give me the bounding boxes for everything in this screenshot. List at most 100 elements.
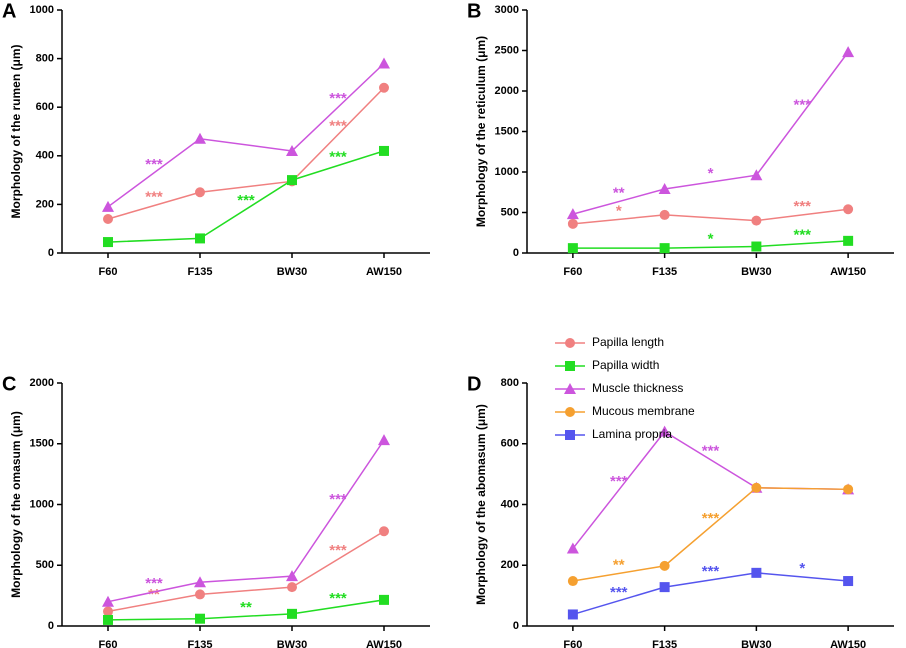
x-tick-label: AW150 xyxy=(830,266,866,278)
y-tick-label: 600 xyxy=(501,438,519,450)
mean-marker xyxy=(567,243,578,254)
mean-marker xyxy=(842,46,855,58)
significance: *** xyxy=(237,192,255,209)
y-tick-label: 3000 xyxy=(495,4,519,16)
x-tick-label: BW30 xyxy=(277,266,308,278)
y-tick-label: 1000 xyxy=(30,4,54,16)
legend-marker xyxy=(565,338,575,348)
mean-marker xyxy=(286,570,298,582)
legend-marker xyxy=(565,430,575,440)
mean-marker xyxy=(843,204,854,215)
mean-marker xyxy=(195,613,205,624)
y-tick-label: 1000 xyxy=(495,166,519,178)
mean-marker xyxy=(659,209,670,220)
significance: ** xyxy=(613,185,625,202)
panel-label: D xyxy=(467,373,481,395)
y-tick-label: 2500 xyxy=(495,44,519,56)
mean-line xyxy=(572,51,849,215)
significance: *** xyxy=(329,118,347,135)
mean-marker xyxy=(287,582,297,593)
mean-marker xyxy=(379,594,389,605)
mean-marker xyxy=(751,482,762,493)
y-axis-label: Morphology of the rumen (μm) xyxy=(9,45,23,219)
panel-label: C xyxy=(2,373,16,395)
x-tick-label: F135 xyxy=(652,266,677,278)
mean-marker xyxy=(751,215,762,226)
x-tick-label: F60 xyxy=(563,639,582,648)
legend-label: Muscle thickness xyxy=(592,381,683,395)
mean-marker xyxy=(567,609,578,620)
x-tick-label: F135 xyxy=(187,639,212,648)
mean-marker xyxy=(195,589,205,600)
y-tick-label: 400 xyxy=(36,150,54,162)
significance: ** xyxy=(240,599,252,616)
y-tick-label: 1500 xyxy=(495,125,519,137)
y-tick-label: 0 xyxy=(513,247,519,259)
mean-marker xyxy=(287,608,297,619)
x-tick-label: F60 xyxy=(99,639,118,648)
significance: *** xyxy=(610,584,628,601)
mean-marker xyxy=(751,241,762,252)
mean-marker xyxy=(103,614,113,625)
mean-marker xyxy=(379,145,389,156)
legend-marker xyxy=(565,407,575,417)
mean-marker xyxy=(378,434,390,446)
significance: *** xyxy=(793,97,811,114)
y-tick-label: 1500 xyxy=(30,438,54,450)
mean-marker xyxy=(843,576,854,587)
mean-marker xyxy=(379,526,389,537)
x-tick-label: AW150 xyxy=(366,639,402,648)
y-tick-label: 2000 xyxy=(495,85,519,97)
x-tick-label: F135 xyxy=(187,266,212,278)
legend-label: Lamina propria xyxy=(592,427,672,441)
significance: *** xyxy=(702,510,720,527)
significance: * xyxy=(799,560,805,577)
x-tick-label: F60 xyxy=(563,266,582,278)
mean-marker xyxy=(102,595,114,607)
mean-marker xyxy=(379,82,389,93)
y-tick-label: 800 xyxy=(501,377,519,389)
significance: *** xyxy=(702,563,720,580)
mean-marker xyxy=(843,484,854,495)
x-tick-label: BW30 xyxy=(277,639,308,648)
legend-label: Papilla width xyxy=(592,358,659,372)
mean-marker xyxy=(286,144,298,156)
mean-marker xyxy=(658,425,671,437)
mean-marker xyxy=(567,576,578,587)
legend-label: Mucous membrane xyxy=(592,404,695,418)
significance: *** xyxy=(793,227,811,244)
mean-marker xyxy=(843,235,854,246)
mean-marker xyxy=(378,57,390,69)
y-axis-label: Morphology of the abomasum (μm) xyxy=(474,404,488,605)
mean-line xyxy=(107,530,385,613)
significance: ** xyxy=(613,556,625,573)
y-axis-label: Morphology of the reticulum (μm) xyxy=(474,36,488,227)
mean-marker xyxy=(658,183,671,195)
mean-line xyxy=(107,150,385,243)
mean-line xyxy=(572,572,849,616)
significance: *** xyxy=(329,590,347,607)
mean-marker xyxy=(567,218,578,229)
mean-marker xyxy=(194,132,206,144)
x-tick-label: F60 xyxy=(99,266,118,278)
significance: ** xyxy=(148,586,160,603)
mean-line xyxy=(107,439,385,603)
mean-marker xyxy=(102,200,114,212)
y-tick-label: 800 xyxy=(36,53,54,65)
y-tick-label: 500 xyxy=(36,559,54,571)
mean-marker xyxy=(751,567,762,578)
significance: *** xyxy=(793,198,811,215)
mean-marker xyxy=(195,233,205,244)
significance: *** xyxy=(329,148,347,165)
significance: * xyxy=(708,165,714,182)
y-tick-label: 500 xyxy=(501,206,519,218)
mean-line xyxy=(107,599,385,621)
significance: *** xyxy=(702,443,720,460)
mean-marker xyxy=(195,187,205,198)
significance: * xyxy=(616,202,622,219)
mean-marker xyxy=(659,243,670,254)
significance: *** xyxy=(610,473,628,490)
significance: *** xyxy=(145,156,163,173)
mean-line xyxy=(107,62,385,208)
